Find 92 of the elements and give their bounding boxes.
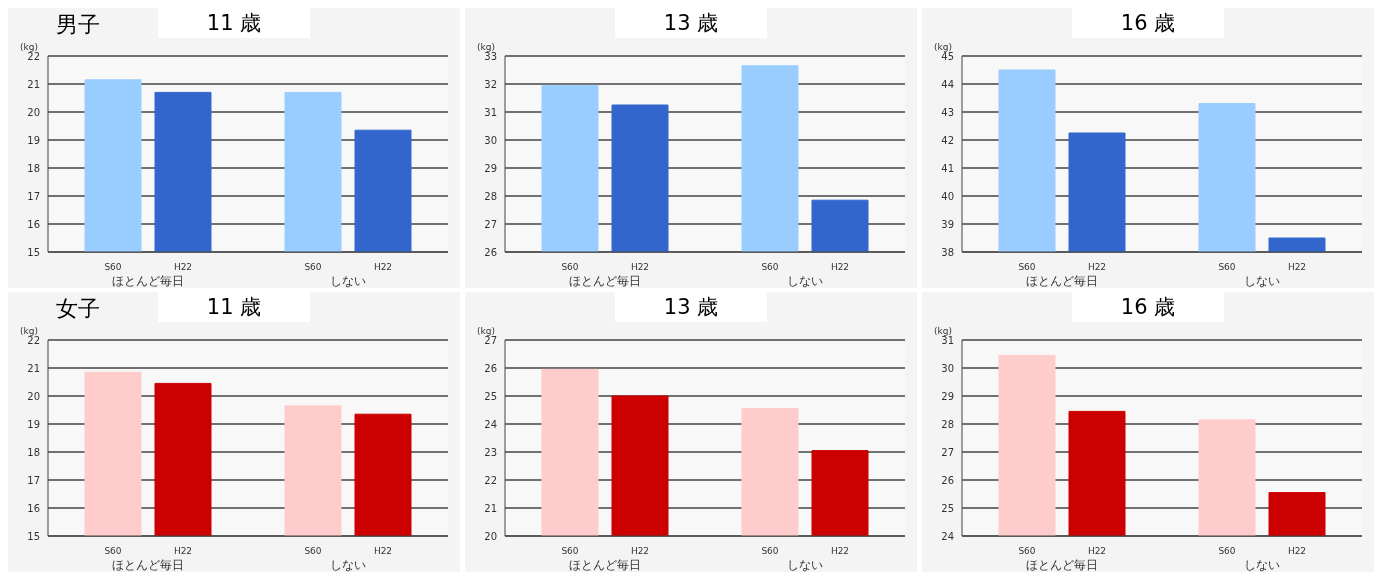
y-tick-label: 27 <box>484 218 497 230</box>
y-tick-label: 18 <box>27 162 40 174</box>
x-tick-label: しない <box>330 558 366 572</box>
series-label: H22 <box>173 262 193 272</box>
text: S60 <box>304 546 322 556</box>
y-tick-label: 20 <box>27 390 40 402</box>
y-axis-title: (kg) <box>20 42 38 52</box>
chart-title: 13 歳 <box>615 292 767 322</box>
series-label: H22 <box>1087 262 1107 272</box>
y-tick-label: 40 <box>941 190 954 202</box>
y-tick-label: 25 <box>941 502 954 514</box>
chart-title: 16 歳 <box>1072 292 1224 322</box>
y-tick-label: 28 <box>941 418 954 430</box>
chart-title: 11 歳 <box>158 8 310 38</box>
y-tick-label: 15 <box>27 530 40 542</box>
text: H22 <box>1287 546 1307 556</box>
y-tick-label: 41 <box>941 162 954 174</box>
text: H22 <box>373 546 393 556</box>
chart-subtitle: 男子 <box>56 11 100 39</box>
y-tick-label: 16 <box>27 218 40 230</box>
text: H22 <box>830 546 850 556</box>
y-tick-label: 44 <box>941 78 954 90</box>
y-tick-label: 31 <box>484 106 497 118</box>
y-tick-label: 42 <box>941 134 954 146</box>
y-tick-label: 20 <box>484 530 497 542</box>
series-label: S60 <box>104 546 122 556</box>
y-tick-label: 32 <box>484 78 497 90</box>
series-label: H22 <box>173 546 193 556</box>
y-tick-label: 30 <box>484 134 497 146</box>
y-axis-title: (kg) <box>477 42 495 52</box>
y-tick-label: 26 <box>484 362 497 374</box>
y-tick-label: 25 <box>484 390 497 402</box>
y-tick-label: 20 <box>27 106 40 118</box>
y-tick-label: 24 <box>484 418 497 430</box>
series-label: S60 <box>1018 262 1036 272</box>
y-tick-label: 28 <box>484 190 497 202</box>
y-tick-label: 27 <box>941 446 954 458</box>
y-axis-title: (kg) <box>934 326 952 336</box>
x-tick-label: ほとんど毎日 <box>1026 558 1098 572</box>
text: S60 <box>761 546 779 556</box>
chart-title: 16 歳 <box>1072 8 1224 38</box>
y-tick-label: 17 <box>27 190 40 202</box>
y-tick-label: 23 <box>484 446 497 458</box>
text: H22 <box>830 262 850 272</box>
y-tick-label: 21 <box>484 502 497 514</box>
series-label: H22 <box>1087 546 1107 556</box>
y-tick-label: 21 <box>27 362 40 374</box>
x-tick-label: しない <box>787 558 823 572</box>
x-tick-label: しない <box>1244 558 1280 572</box>
y-tick-label: 30 <box>941 362 954 374</box>
y-tick-label: 19 <box>27 418 40 430</box>
x-tick-label: しない <box>330 274 366 288</box>
chart-title: 13 歳 <box>615 8 767 38</box>
y-tick-label: 19 <box>27 134 40 146</box>
x-tick-label: ほとんど毎日 <box>1026 274 1098 288</box>
y-tick-label: 24 <box>941 530 954 542</box>
series-label: S60 <box>561 262 579 272</box>
y-tick-label: 21 <box>27 78 40 90</box>
y-tick-label: 15 <box>27 246 40 258</box>
series-label: S60 <box>104 262 122 272</box>
y-tick-label: 38 <box>941 246 954 258</box>
y-tick-label: 29 <box>941 390 954 402</box>
y-tick-label: 39 <box>941 218 954 230</box>
x-tick-label: ほとんど毎日 <box>569 558 641 572</box>
x-tick-label: ほとんど毎日 <box>112 558 184 572</box>
y-tick-label: 16 <box>27 502 40 514</box>
series-label: S60 <box>1018 546 1036 556</box>
y-tick-label: 26 <box>484 246 497 258</box>
y-tick-label: 26 <box>941 474 954 486</box>
y-axis-title: (kg) <box>477 326 495 336</box>
x-tick-label: ほとんど毎日 <box>569 274 641 288</box>
series-label: H22 <box>630 546 650 556</box>
text: H22 <box>373 262 393 272</box>
y-tick-label: 22 <box>484 474 497 486</box>
x-tick-label: しない <box>1244 274 1280 288</box>
chart-title: 11 歳 <box>158 292 310 322</box>
series-label: S60 <box>561 546 579 556</box>
y-axis-title: (kg) <box>934 42 952 52</box>
text: S60 <box>304 262 322 272</box>
y-tick-label: 29 <box>484 162 497 174</box>
y-tick-label: 18 <box>27 446 40 458</box>
y-tick-label: 43 <box>941 106 954 118</box>
text: S60 <box>761 262 779 272</box>
y-tick-label: 17 <box>27 474 40 486</box>
text: S60 <box>1218 262 1236 272</box>
text: H22 <box>1287 262 1307 272</box>
x-tick-label: しない <box>787 274 823 288</box>
chart-subtitle: 女子 <box>56 295 100 323</box>
series-label: H22 <box>630 262 650 272</box>
text: S60 <box>1218 546 1236 556</box>
y-axis-title: (kg) <box>20 326 38 336</box>
x-tick-label: ほとんど毎日 <box>112 274 184 288</box>
